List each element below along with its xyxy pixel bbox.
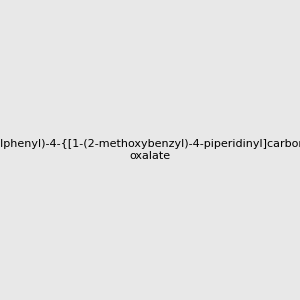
Text: 1-(2,3-dimethylphenyl)-4-{[1-(2-methoxybenzyl)-4-piperidinyl]carbonyl}piperazine: 1-(2,3-dimethylphenyl)-4-{[1-(2-methoxyb… — [0, 139, 300, 161]
